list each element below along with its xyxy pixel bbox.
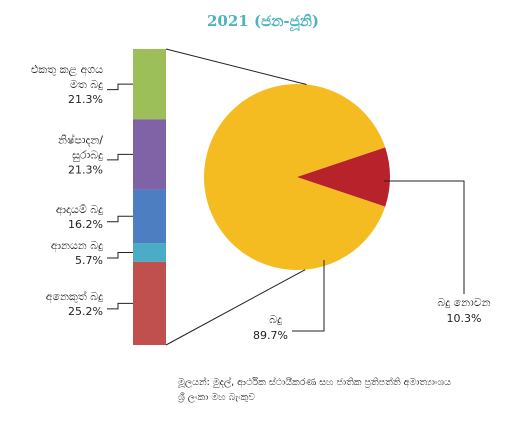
segment-name-label: අනෙකුත් බදු [46, 289, 103, 304]
source-line: මූලයන්: මුදල්, ආර්ථික ස්ථායීකරණ සහ ජාතික… [177, 375, 451, 388]
segment-value-label: 21.3% [68, 93, 103, 106]
segment-name-label: එකතු කළ අගය [31, 63, 103, 77]
pie-chart [203, 84, 390, 270]
segment-leader-line [107, 153, 133, 161]
connector-line-top [165, 48, 307, 85]
segment-value-label: 16.2% [68, 218, 103, 231]
pie-label-non-tax-name: බදු නොවන [437, 296, 490, 309]
pie-leader-non-tax [384, 180, 465, 294]
breakdown-stacked-bar [133, 48, 307, 346]
connector-line-bottom [165, 269, 306, 346]
bar-segment-2 [133, 189, 166, 244]
segment-leader-line [107, 302, 133, 310]
bar-segment-4 [133, 261, 166, 345]
segment-name-label: සුරාබදු [72, 148, 103, 161]
pie-label-tax-value: 89.7% [253, 329, 288, 342]
bar-segment-3 [133, 243, 166, 262]
segment-name-label: ආදායම් බදු [56, 203, 103, 217]
pie-label-non-tax-value: 10.3% [447, 312, 482, 325]
segment-leader-line [107, 215, 133, 223]
segment-leader-line [107, 251, 133, 259]
pie-label-tax-name: බදු [269, 313, 282, 326]
bar-segment-1 [133, 119, 166, 190]
segment-name-label: නිෂ්පාදන/ [58, 132, 103, 146]
segment-value-label: 21.3% [68, 163, 103, 176]
segment-name-label: මත බදු [70, 78, 103, 91]
pie-leader-tax [292, 260, 325, 332]
source-line: ශ්‍රී ලංකා මහ බැංකුව [178, 392, 255, 403]
pie-slice-non-tax [297, 147, 390, 207]
chart-title: 2021 (ජන-ජූනි) [207, 12, 319, 32]
segment-value-label: 5.7% [75, 254, 103, 267]
segment-name-label: ආනයන බදු [51, 239, 103, 253]
segment-leader-line [107, 83, 133, 91]
segment-value-label: 25.2% [68, 305, 103, 318]
bar-segment-0 [133, 49, 166, 120]
pie-slice-tax [203, 84, 386, 270]
source-note: මූලයන්: මුදල්, ආර්ථික ස්ථායීකරණ සහ ජාතික… [177, 375, 451, 403]
